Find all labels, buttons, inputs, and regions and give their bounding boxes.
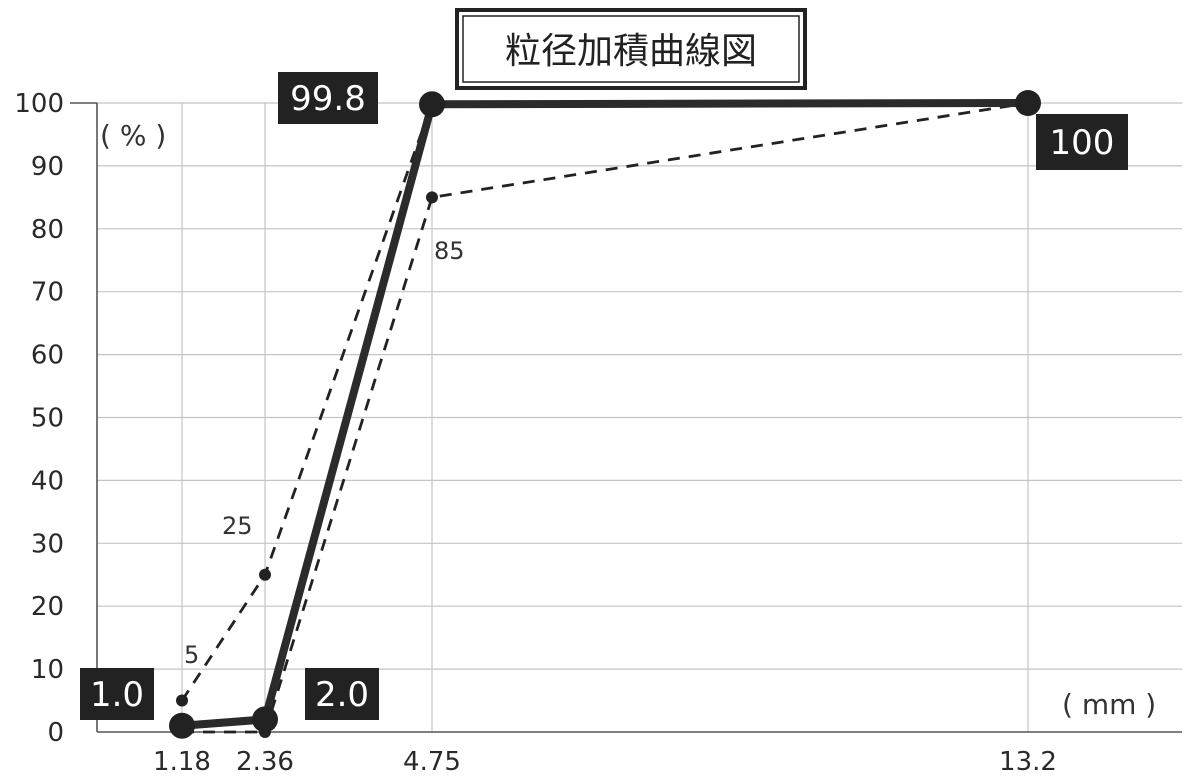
y-tick-labels: 0 10 20 30 40 50 60 70 80 90 100 xyxy=(14,89,64,748)
x-tick-label: 1.18 xyxy=(153,747,211,776)
measured-value-badge xyxy=(80,668,154,720)
lower-limit-label: 85 xyxy=(434,237,465,265)
y-tick-label: 50 xyxy=(31,404,64,434)
measured-value-label: 99.8 xyxy=(290,79,366,119)
x-tick-label: 2.36 xyxy=(236,747,294,776)
y-axis-unit: ( % ) xyxy=(100,119,166,152)
measured-value-label: 100 xyxy=(1050,123,1115,163)
x-tick-label: 13.2 xyxy=(999,747,1057,776)
measured-point xyxy=(1015,90,1041,116)
upper-limit-label: 25 xyxy=(222,512,253,540)
series-layer xyxy=(169,90,1041,739)
lower-limit-point xyxy=(426,191,438,204)
grid xyxy=(97,102,1182,732)
measured-point xyxy=(419,91,445,118)
x-tick-labels: 1.18 2.36 4.75 13.2 xyxy=(153,747,1057,776)
y-tick-label: 40 xyxy=(31,466,64,496)
axes xyxy=(70,102,1182,733)
y-tick-label: 0 xyxy=(47,718,64,748)
measured-value-badge xyxy=(305,668,379,720)
y-tick-label: 100 xyxy=(14,89,64,119)
point-labels: 1.0 2.0 99.8 100 5 25 85 xyxy=(80,72,1128,720)
y-tick-label: 60 xyxy=(31,341,64,371)
y-tick-label: 90 xyxy=(31,152,64,182)
measured-value-badge xyxy=(278,72,378,124)
x-axis-unit: ( mm ) xyxy=(1062,688,1156,721)
title-box: 粒径加積曲線図 xyxy=(455,8,807,90)
x-tick-label: 4.75 xyxy=(403,747,461,776)
y-tick-label: 10 xyxy=(31,655,64,685)
measured-line xyxy=(181,99,1029,730)
chart-title: 粒径加積曲線図 xyxy=(505,31,757,72)
upper-limit-point xyxy=(259,568,271,581)
measured-point xyxy=(252,706,278,733)
y-tick-label: 80 xyxy=(31,215,64,245)
measured-value-label: 1.0 xyxy=(90,675,144,715)
measured-value-label: 2.0 xyxy=(315,675,369,715)
measured-point xyxy=(169,712,195,739)
y-tick-label: 20 xyxy=(31,592,64,622)
upper-limit-label: 5 xyxy=(184,641,199,669)
y-tick-label: 70 xyxy=(31,278,64,308)
lower-limit-line xyxy=(182,101,1029,734)
measured-value-badge xyxy=(1036,114,1128,170)
y-tick-label: 30 xyxy=(31,529,64,559)
upper-limit-point xyxy=(176,694,188,707)
upper-limit-line xyxy=(180,101,1028,702)
